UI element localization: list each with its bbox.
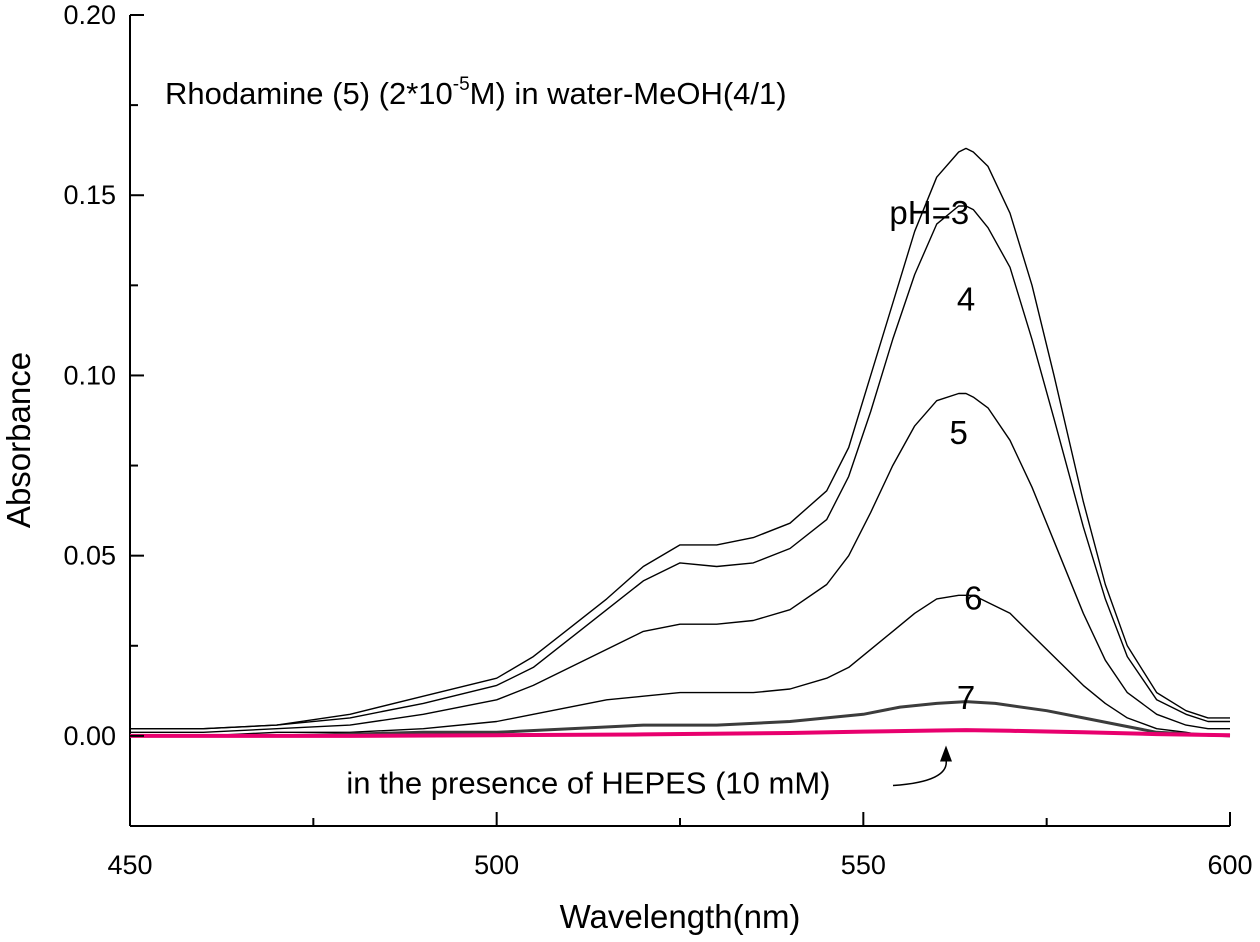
series-line [130,147,1230,730]
curve-label: 7 [957,679,975,716]
y-tick-label: 0.20 [63,0,116,30]
x-axis-title: Wavelength(nm) [560,898,801,935]
y-tick-label: 0.10 [63,360,116,390]
curve-label: pH=3 [889,194,969,231]
hepes-annotation [892,745,952,787]
x-tick-label: 450 [107,850,152,880]
x-tick-label: 550 [841,850,886,880]
y-axis-title: Absorbance [0,352,37,528]
y-tick-label: 0.00 [63,721,116,751]
curve-labels: pH=3 4 5 6 7 in the presence of HEPES (10 mM) [346,194,982,801]
series-line [130,594,1230,737]
y-tick-label: 0.05 [63,541,116,571]
series-line [130,728,1231,738]
x-axis-ticks: 450 500 550 600 [107,812,1253,880]
annotation-arrow-head [940,745,952,762]
x-tick-label: 600 [1207,850,1252,880]
hepes-label: in the presence of HEPES (10 mM) [346,766,830,801]
curve-label: 4 [957,281,975,318]
y-axis-ticks: 0.00 0.05 0.10 0.15 0.20 [63,0,144,827]
series-line [130,205,1230,730]
curve-label: 5 [949,414,967,451]
series-line [130,700,1231,738]
chart-title: Rhodamine (5) (2*10-5M) in water-MeOH(4/… [165,74,787,111]
curve-label: 6 [964,580,982,617]
spectra-curves [130,147,1231,738]
y-tick-label: 0.15 [63,180,116,210]
x-tick-label: 500 [474,850,519,880]
series-line [130,392,1230,733]
annotation-arrow-line [892,759,947,787]
